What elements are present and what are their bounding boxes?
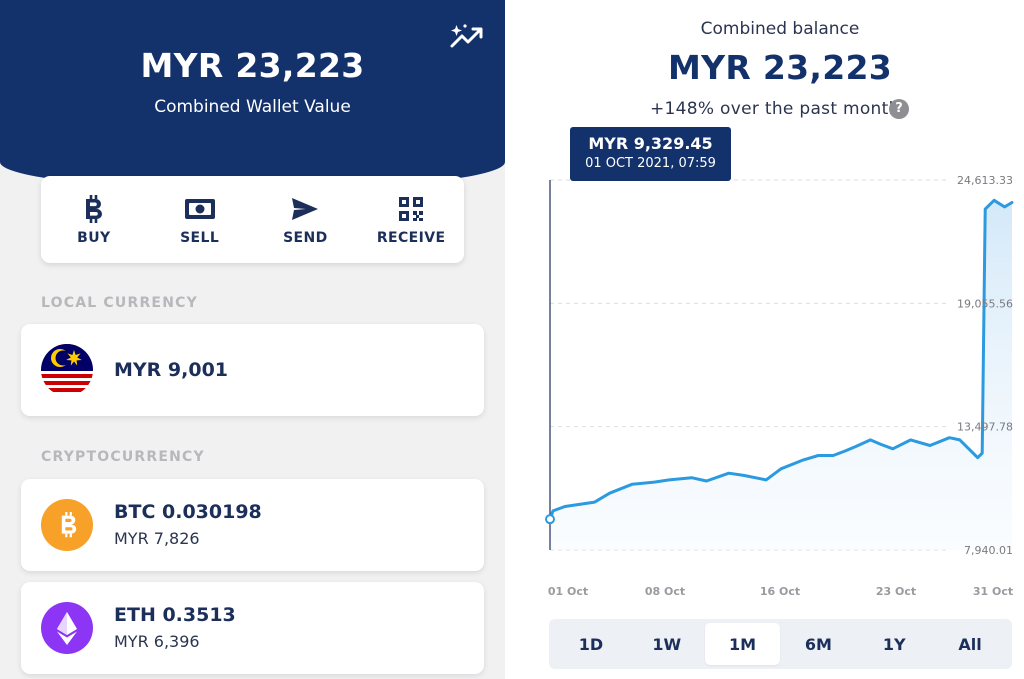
wallet-value-label: Combined Wallet Value <box>154 97 351 117</box>
chart-cursor-point <box>545 514 555 525</box>
qr-code-icon <box>394 194 428 224</box>
sparkle-trend-icon[interactable] <box>448 22 486 54</box>
btc-amount: BTC 0.030198 <box>114 501 262 523</box>
time-range-selector: 1D 1W 1M 6M 1Y All <box>549 619 1012 669</box>
balance-chart-panel: Combined balance MYR 23,223 +148% over t… <box>505 0 1024 679</box>
receive-label: RECEIVE <box>376 230 446 246</box>
tooltip-date: 01 OCT 2021, 07:59 <box>585 156 716 171</box>
wallet-header: MYR 23,223 Combined Wallet Value <box>0 0 505 190</box>
chart-tooltip: MYR 9,329.45 01 OCT 2021, 07:59 <box>570 127 731 181</box>
cryptocurrency-heading: CRYPTOCURRENCY <box>41 449 205 465</box>
balance-change: +148% over the past month <box>650 99 900 119</box>
balance-value: MYR 23,223 <box>668 48 892 87</box>
wallet-value: MYR 23,223 <box>140 46 365 85</box>
buy-label: BUY <box>77 230 111 246</box>
x-tick-label: 08 Oct <box>645 585 685 598</box>
sell-label: SELL <box>180 230 220 246</box>
x-tick-label: 16 Oct <box>760 585 800 598</box>
y-tick-label: 24,613.33 <box>957 174 1013 187</box>
eth-value: MYR 6,396 <box>114 632 200 651</box>
send-label: SEND <box>283 230 328 246</box>
x-tick-label: 31 Oct <box>973 585 1013 598</box>
sell-button[interactable]: SELL <box>147 176 253 263</box>
balance-label: Combined balance <box>700 19 860 39</box>
range-1y-button[interactable]: 1Y <box>882 634 906 654</box>
eth-card[interactable]: ETH 0.3513 MYR 6,396 <box>21 582 484 674</box>
local-currency-card[interactable]: MYR 9,001 <box>21 324 484 416</box>
range-6m-button[interactable]: 6M <box>804 634 832 654</box>
wallet-panel: MYR 23,223 Combined Wallet Value BUY <box>0 0 505 679</box>
y-tick-label: 19,055.56 <box>957 297 1013 310</box>
range-1m-button[interactable]: 1M <box>704 623 781 665</box>
local-currency-balance: MYR 9,001 <box>114 359 229 381</box>
eth-amount: ETH 0.3513 <box>114 604 236 626</box>
chart-area-fill <box>550 200 1012 551</box>
y-tick-label: 13,497.78 <box>957 421 1013 434</box>
send-button[interactable]: SEND <box>253 176 359 263</box>
bitcoin-icon <box>77 194 111 224</box>
malaysia-flag-icon <box>41 344 93 396</box>
btc-value: MYR 7,826 <box>114 529 200 548</box>
local-currency-heading: LOCAL CURRENCY <box>41 295 198 311</box>
receive-button[interactable]: RECEIVE <box>358 176 464 263</box>
range-all-button[interactable]: All <box>958 634 982 654</box>
action-bar: BUY SELL SEND <box>41 176 464 263</box>
btc-card[interactable]: BTC 0.030198 MYR 7,826 <box>21 479 484 571</box>
buy-button[interactable]: BUY <box>41 176 147 263</box>
paper-plane-icon <box>288 194 322 224</box>
help-icon[interactable]: ? <box>889 99 909 119</box>
x-tick-label: 23 Oct <box>876 585 916 598</box>
bitcoin-coin-icon <box>41 499 93 551</box>
range-1d-button[interactable]: 1D <box>578 634 604 654</box>
banknote-icon <box>183 194 217 224</box>
tooltip-value: MYR 9,329.45 <box>588 134 713 153</box>
ethereum-coin-icon <box>41 602 93 654</box>
y-tick-label: 7,940.01 <box>964 544 1013 557</box>
x-tick-label: 01 Oct <box>548 585 588 598</box>
range-1w-button[interactable]: 1W <box>652 634 682 654</box>
balance-chart[interactable]: 24,613.33 19,055.56 13,497.78 7,940.01 01 O… <box>505 0 1024 610</box>
chart-series-line <box>548 198 1014 521</box>
